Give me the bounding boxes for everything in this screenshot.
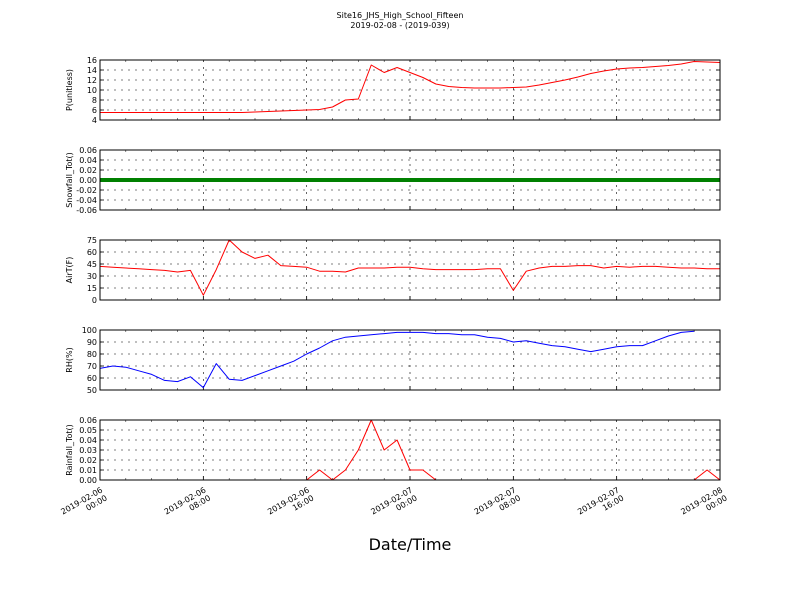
y-tick-label: 0.02 <box>79 166 97 175</box>
plot-frame <box>99 149 721 211</box>
y-axis-label: Rainfall_Tot() <box>65 424 74 476</box>
y-tick-label: 75 <box>87 236 97 245</box>
plot-frame <box>99 239 721 301</box>
y-tick-label: -0.06 <box>76 206 97 215</box>
plot-frame <box>99 419 721 481</box>
y-tick-label: 4 <box>92 116 97 125</box>
chart-subtitle: 2019-02-08 - (2019-039) <box>350 21 449 30</box>
y-tick-label: -0.04 <box>76 196 97 205</box>
y-axis-label: RH(%) <box>65 347 74 372</box>
y-tick-label: 0.04 <box>79 156 97 165</box>
y-tick-label: 30 <box>87 272 97 281</box>
y-tick-label: 90 <box>87 338 97 347</box>
data-line <box>99 239 720 296</box>
data-line <box>100 61 721 113</box>
y-tick-label: 0.00 <box>79 176 97 185</box>
y-tick-label: 0.01 <box>79 466 97 475</box>
y-tick-label: 6 <box>92 106 97 115</box>
y-axis-label: P(unitless) <box>65 69 74 111</box>
y-tick-label: 0.05 <box>79 426 97 435</box>
y-tick-label: 0.02 <box>79 456 97 465</box>
x-axis-label: Date/Time <box>369 535 452 554</box>
data-line <box>99 330 695 389</box>
chart-title: Site16_JHS_High_School_Fifteen <box>337 11 464 20</box>
y-tick-label: 80 <box>87 350 97 359</box>
y-tick-label: 10 <box>87 86 97 95</box>
y-tick-label: 15 <box>87 284 97 293</box>
y-tick-label: 0.06 <box>79 146 97 155</box>
y-tick-label: 0.04 <box>79 436 97 445</box>
y-tick-label: 8 <box>92 96 97 105</box>
y-tick-label: 0.06 <box>79 416 97 425</box>
y-tick-label: 14 <box>87 66 97 75</box>
y-tick-label: 0.03 <box>79 446 97 455</box>
y-tick-label: 45 <box>87 260 97 269</box>
y-tick-label: -0.02 <box>76 186 97 195</box>
y-tick-label: 0.00 <box>79 476 97 485</box>
y-tick-label: 16 <box>87 56 97 65</box>
y-tick-label: 50 <box>87 386 97 395</box>
y-tick-label: 60 <box>87 374 97 383</box>
y-tick-label: 100 <box>82 326 97 335</box>
y-tick-label: 0 <box>92 296 97 305</box>
plot-frame <box>99 59 721 121</box>
y-axis-label: AirT(F) <box>65 257 74 284</box>
y-axis-label: Snowfall_Tot() <box>65 152 74 208</box>
plot-frame <box>99 329 721 391</box>
y-tick-label: 70 <box>87 362 97 371</box>
y-tick-label: 60 <box>87 248 97 257</box>
y-tick-label: 12 <box>87 76 97 85</box>
